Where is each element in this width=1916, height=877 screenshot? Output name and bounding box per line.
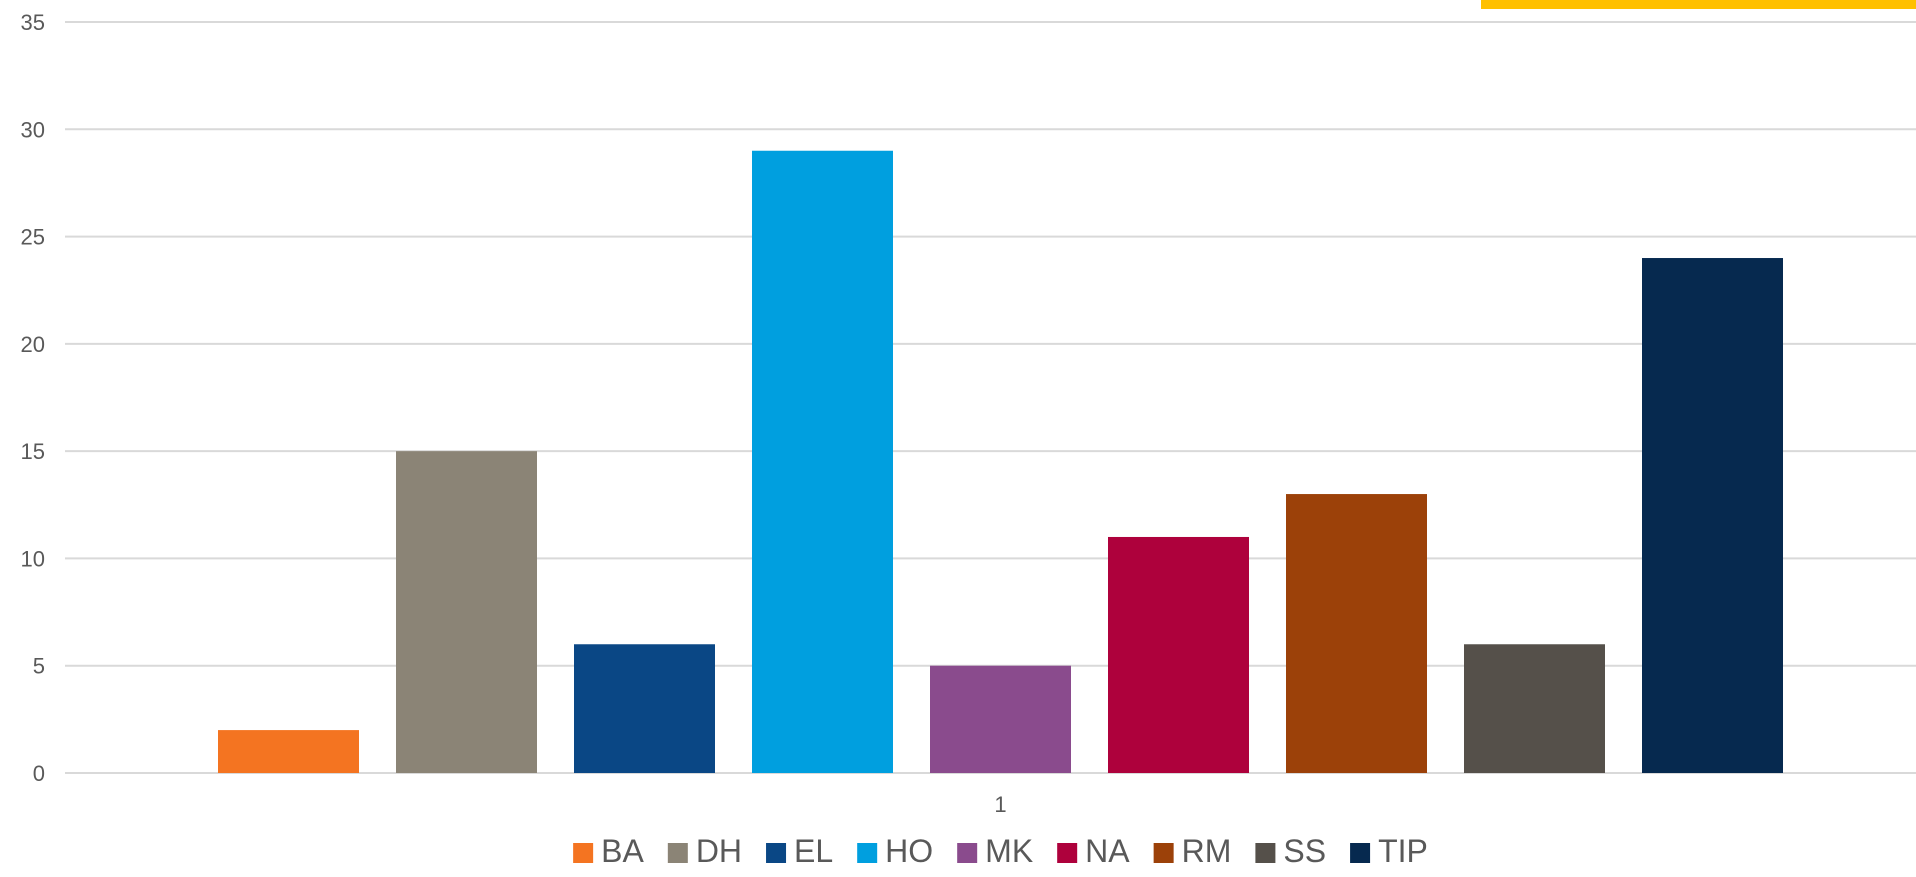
legend-swatch (573, 843, 594, 863)
gridlines (65, 21, 1916, 774)
bar-na (1108, 536, 1249, 773)
legend-swatch (957, 843, 978, 863)
legend-swatch (766, 843, 787, 863)
legend-item-ba: BA (573, 833, 644, 869)
legend-item-ho: HO (857, 833, 933, 869)
accent-bar (1481, 0, 1916, 9)
y-tick-label: 10 (21, 546, 45, 571)
legend-label: BA (601, 833, 644, 869)
legend-label: RM (1182, 833, 1232, 869)
y-tick-label: 0 (33, 761, 45, 786)
legend-swatch (857, 843, 878, 863)
legend-swatch (1057, 843, 1078, 863)
legend-item-rm: RM (1153, 833, 1232, 869)
bars (218, 150, 1783, 773)
y-tick-label: 15 (21, 439, 45, 464)
y-tick-label: 30 (21, 117, 45, 142)
legend: BA DH EL HO MK NA RM SS TIP (573, 833, 1428, 869)
bar-ba (218, 730, 359, 773)
bar-dh (396, 451, 537, 773)
y-axis-ticks: 0 5 10 15 20 25 30 35 (21, 10, 45, 786)
legend-item-mk: MK (957, 833, 1033, 869)
y-tick-label: 20 (21, 332, 45, 357)
legend-label: MK (985, 833, 1033, 869)
legend-swatch (1255, 843, 1276, 863)
y-tick-label: 5 (33, 654, 45, 679)
bar-ss (1464, 644, 1605, 773)
legend-item-el: EL (766, 833, 833, 869)
x-category-label: 1 (994, 792, 1006, 817)
y-tick-label: 25 (21, 225, 45, 250)
legend-label: EL (794, 833, 833, 869)
legend-item-tip: TIP (1350, 833, 1428, 869)
bar-ho (752, 150, 893, 773)
bar-el (574, 644, 715, 773)
legend-label: HO (885, 833, 933, 869)
legend-item-dh: DH (667, 833, 742, 869)
legend-swatch (667, 843, 688, 863)
legend-label: NA (1085, 833, 1130, 869)
legend-label: TIP (1378, 833, 1428, 869)
legend-item-na: NA (1057, 833, 1130, 869)
legend-item-ss: SS (1255, 833, 1326, 869)
legend-swatch (1350, 843, 1371, 863)
legend-swatch (1153, 843, 1174, 863)
legend-label: SS (1283, 833, 1326, 869)
bar-tip (1642, 258, 1783, 773)
bar-mk (930, 665, 1071, 773)
legend-label: DH (696, 833, 742, 869)
x-axis-categories: 1 (994, 792, 1006, 817)
y-tick-label: 35 (21, 10, 45, 35)
bar-rm (1286, 494, 1427, 773)
